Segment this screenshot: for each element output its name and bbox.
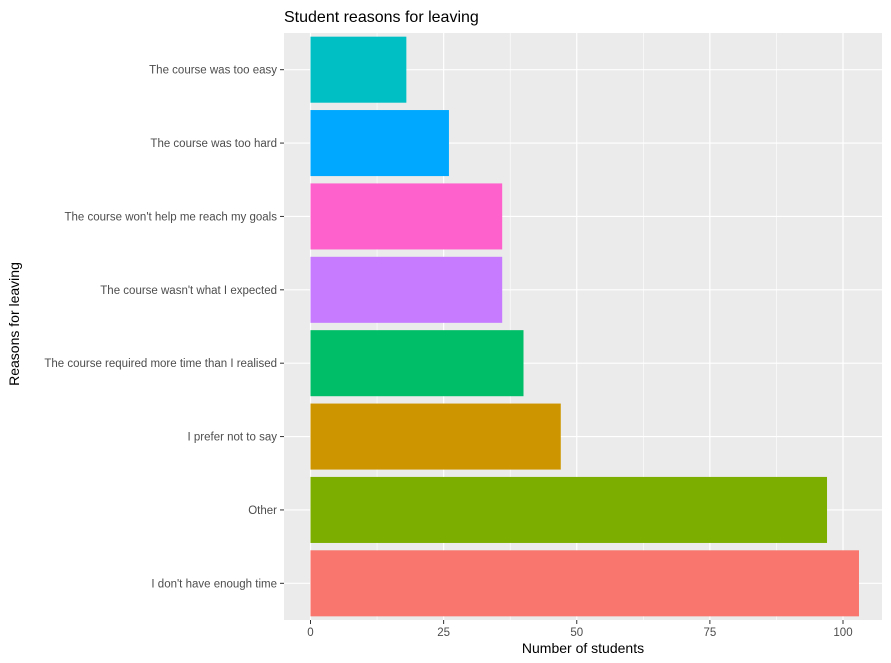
x-tick-label: 75 [703, 627, 716, 639]
x-axis-title: Number of students [522, 640, 644, 656]
x-tick-label: 100 [833, 627, 852, 639]
y-tick-label: The course wasn't what I expected [100, 285, 277, 297]
y-tick-label: The course required more time than I rea… [44, 358, 277, 370]
y-tick-label: I prefer not to say [188, 432, 278, 444]
y-tick-label: Other [248, 505, 277, 517]
x-tick-label: 50 [570, 627, 583, 639]
bar [310, 476, 828, 543]
bar [310, 36, 407, 103]
bar [310, 550, 859, 617]
y-tick-label: The course won't help me reach my goals [65, 211, 278, 223]
y-tick-label: The course was too easy [149, 65, 277, 77]
bar [310, 110, 449, 177]
bar [310, 183, 503, 250]
x-tick-label: 0 [307, 627, 313, 639]
y-axis: I don't have enough time Other I prefer no… [44, 65, 284, 590]
y-tick-label: I don't have enough time [151, 578, 277, 590]
bar [310, 330, 524, 397]
bars [310, 36, 859, 617]
bar [310, 256, 503, 323]
x-axis: 0 25 50 75 100 [307, 620, 853, 639]
y-axis-title: Reasons for leaving [6, 262, 22, 386]
bar [310, 403, 561, 470]
y-tick-label: The course was too hard [150, 138, 277, 150]
x-tick-label: 25 [437, 627, 450, 639]
chart-title: Student reasons for leaving [284, 9, 479, 26]
